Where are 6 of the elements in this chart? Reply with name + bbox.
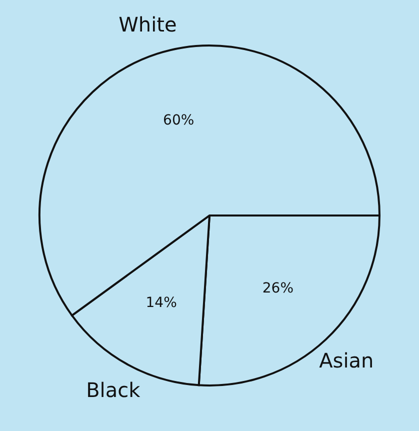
data-label: 14%	[146, 295, 177, 312]
slice-label: Asian	[319, 348, 374, 372]
slice-label: White	[118, 12, 177, 36]
data-label: 60%	[163, 112, 194, 128]
data-label: 26%	[262, 280, 294, 296]
slice-label: Black	[86, 378, 141, 402]
